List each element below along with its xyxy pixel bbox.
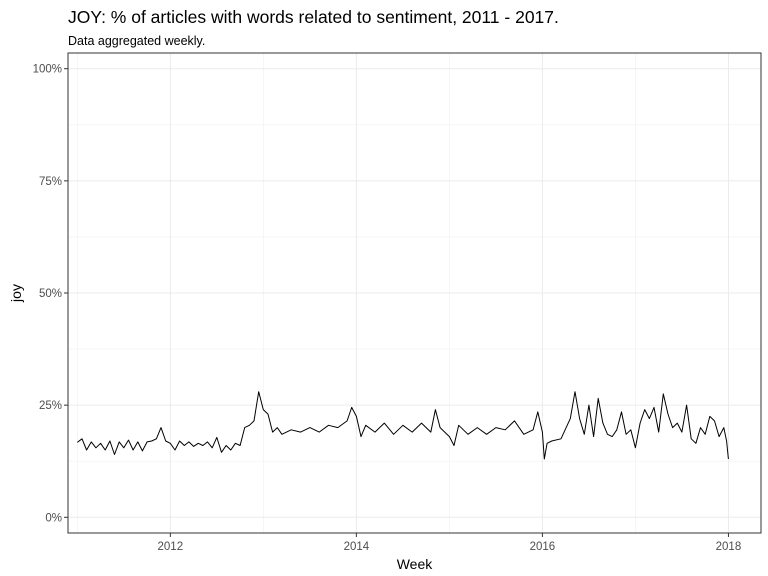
major-gridlines (68, 53, 761, 533)
y-tick-label: 25% (39, 400, 62, 412)
y-axis-label: joy (8, 284, 24, 303)
y-tick-label: 100% (33, 64, 62, 76)
x-tick-label: 2014 (344, 541, 370, 553)
y-tick-label: 0% (45, 512, 62, 524)
chart-subtitle: Data aggregated weekly. (68, 34, 206, 48)
x-tick-label: 2018 (716, 541, 742, 553)
x-tick-label: 2016 (530, 541, 556, 553)
y-tick-label: 50% (39, 288, 62, 300)
x-axis-ticks: 2012 2014 2016 2018 (158, 533, 742, 553)
y-tick-label: 75% (39, 176, 62, 188)
series-layer (76, 391, 729, 460)
x-axis-label: Week (397, 556, 434, 572)
x-tick-label: 2012 (158, 541, 184, 553)
series-line-joy (76, 391, 729, 460)
y-axis-ticks: 0% 25% 50% 75% 100% (33, 64, 68, 524)
chart-title: JOY: % of articles with words related to… (68, 7, 559, 27)
